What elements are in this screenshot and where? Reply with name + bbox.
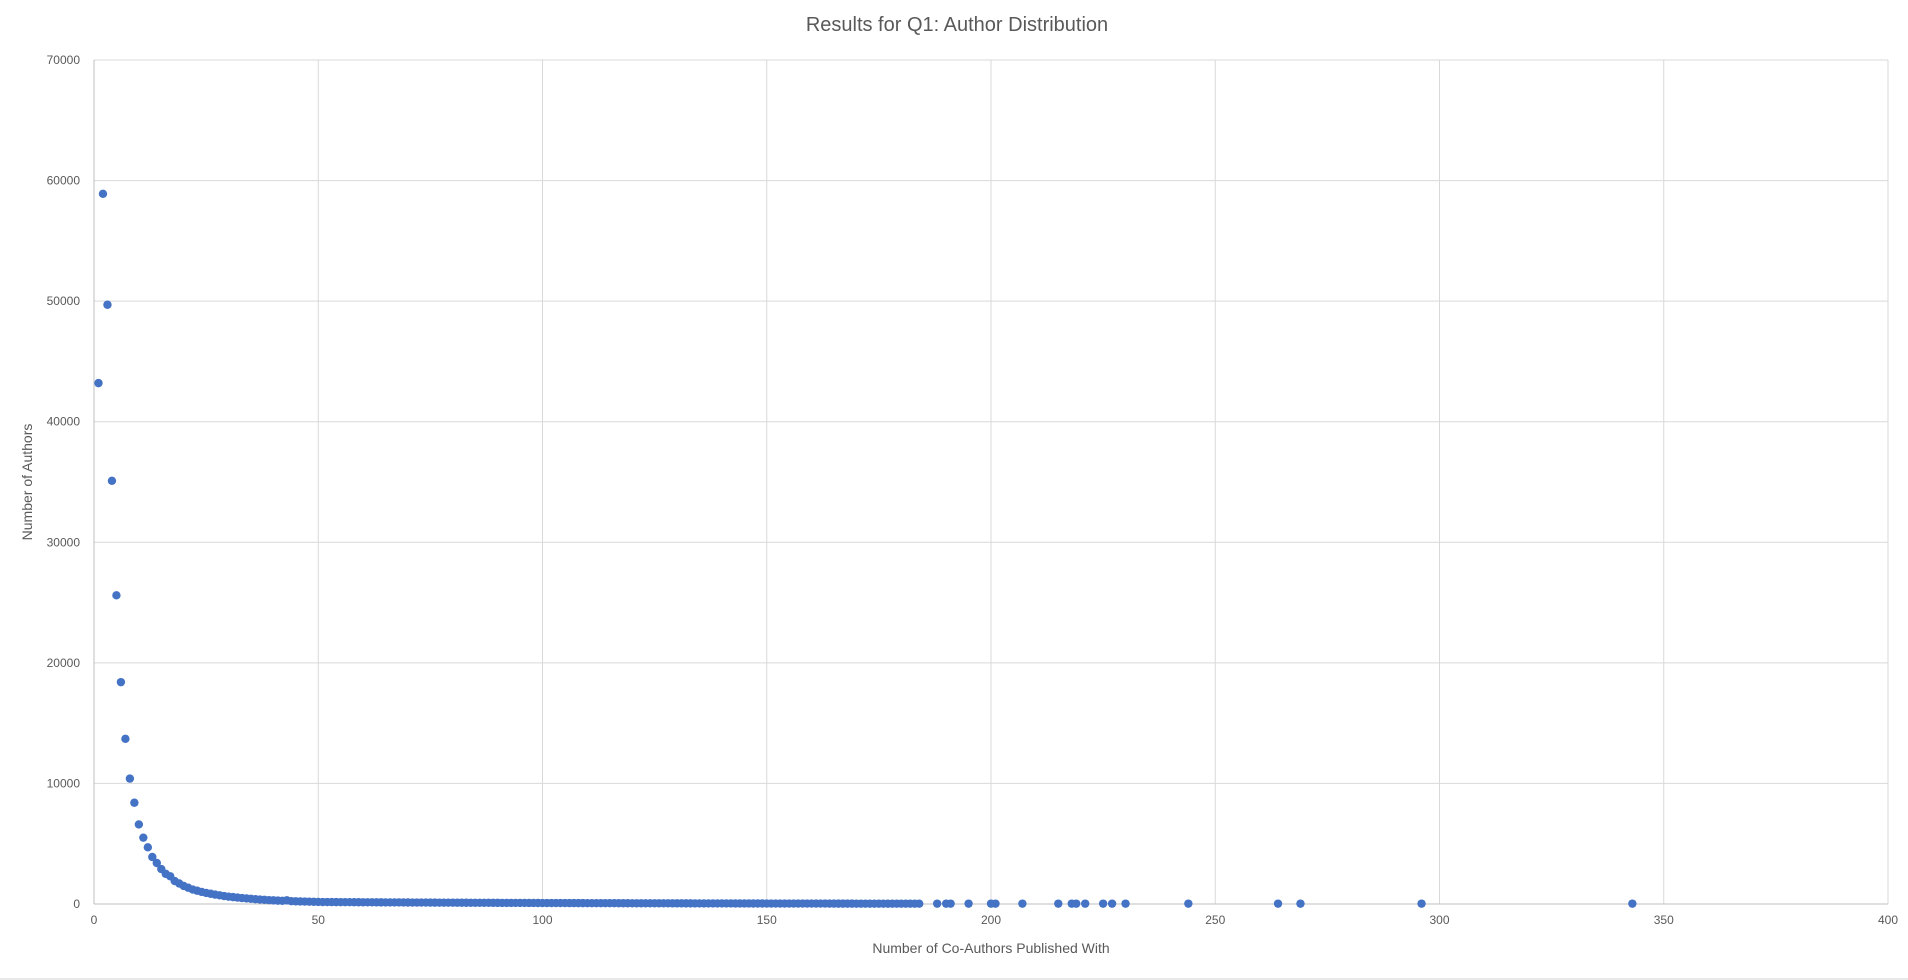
- chart-title: Results for Q1: Author Distribution: [806, 14, 1108, 36]
- data-point: [125, 774, 135, 783]
- x-tick-label: 150: [757, 913, 777, 927]
- x-tick-labels: 0 50 100 150 200 250 300 350 400: [91, 913, 1899, 927]
- data-point: [1018, 899, 1027, 908]
- y-tick-label: 10000: [47, 776, 81, 790]
- x-tick-label: 300: [1429, 913, 1449, 927]
- data-point: [103, 300, 112, 309]
- grid-lines: [94, 59, 1889, 904]
- x-tick-label: 0: [91, 913, 98, 927]
- data-point: [143, 843, 153, 852]
- y-axis-label: Number of Authors: [19, 424, 35, 541]
- data-point: [991, 899, 1000, 908]
- data-point: [946, 899, 955, 908]
- y-tick-label: 30000: [47, 535, 81, 549]
- data-point: [915, 899, 924, 908]
- data-point: [1054, 899, 1063, 908]
- data-points: [94, 189, 1637, 908]
- data-point: [107, 476, 117, 485]
- data-point: [1121, 899, 1130, 908]
- data-point: [1417, 899, 1426, 908]
- y-tick-label: 40000: [47, 415, 81, 429]
- data-point: [121, 734, 130, 744]
- data-point: [152, 858, 161, 868]
- data-point: [1628, 899, 1637, 908]
- x-tick-label: 100: [532, 913, 552, 927]
- data-point: [1107, 899, 1117, 908]
- data-point: [98, 189, 108, 199]
- x-tick-label: 50: [312, 913, 326, 927]
- data-point: [134, 820, 144, 829]
- data-point: [148, 852, 157, 862]
- data-point: [112, 591, 121, 600]
- y-tick-label: 0: [73, 897, 80, 911]
- data-point: [116, 677, 126, 687]
- data-point: [1072, 899, 1081, 908]
- data-point: [130, 798, 139, 807]
- x-axis-label: Number of Co-Authors Published With: [872, 940, 1109, 956]
- y-tick-label: 50000: [47, 294, 81, 308]
- x-tick-label: 200: [981, 913, 1001, 927]
- data-point: [1098, 899, 1108, 908]
- x-tick-label: 250: [1205, 913, 1225, 927]
- data-point: [1184, 899, 1193, 908]
- y-tick-label: 20000: [47, 656, 81, 670]
- x-tick-label: 350: [1654, 913, 1674, 927]
- data-point: [1273, 899, 1283, 908]
- y-tick-label: 60000: [47, 174, 81, 188]
- data-point: [1080, 899, 1090, 908]
- data-point: [139, 833, 148, 842]
- data-point: [964, 899, 973, 908]
- x-tick-label: 400: [1878, 913, 1898, 927]
- y-tick-labels: 0 10000 20000 30000 40000 50000 60000 70000: [47, 53, 81, 911]
- y-tick-label: 70000: [47, 53, 81, 67]
- data-point: [932, 899, 942, 908]
- data-point: [1296, 899, 1305, 908]
- data-point: [94, 378, 103, 388]
